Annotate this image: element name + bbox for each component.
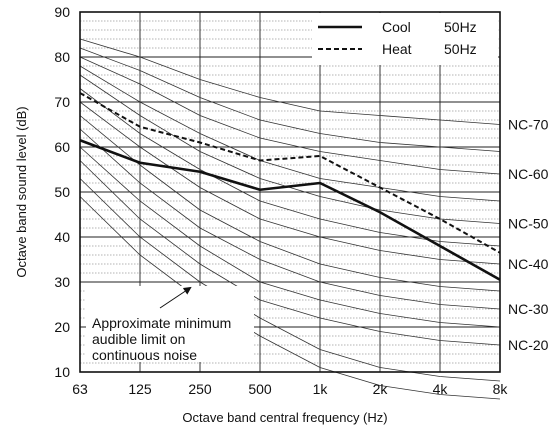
annotation-arrow — [159, 286, 192, 309]
legend-cool-suffix: 50Hz — [444, 19, 477, 35]
nc-label: NC-70 — [508, 117, 549, 133]
annotation-line-1: Approximate minimum — [92, 315, 231, 331]
nc-label: NC-30 — [508, 301, 549, 317]
nc-curve — [79, 56, 501, 175]
nc-curve — [79, 38, 501, 125]
legend-heat-suffix: 50Hz — [444, 41, 477, 57]
audible-limit-annotation: Approximate minimum audible limit on con… — [86, 286, 254, 363]
y-tick-labels: 10 20 30 40 50 60 70 80 90 — [54, 4, 70, 380]
nc-label: NC-20 — [508, 337, 549, 353]
annotation-box — [86, 286, 254, 362]
x-tick-label: 8k — [493, 381, 509, 397]
nc-label: NC-50 — [508, 216, 549, 232]
y-tick-label: 30 — [54, 274, 70, 290]
legend: Cool 50Hz Heat 50Hz — [312, 13, 498, 65]
series-line-cool — [79, 139, 501, 281]
legend-box — [312, 13, 498, 65]
legend-cool-label: Cool — [382, 19, 411, 35]
y-tick-label: 80 — [54, 49, 70, 65]
y-tick-label: 70 — [54, 94, 70, 110]
nc-curve — [79, 65, 501, 202]
y-tick-label: 50 — [54, 184, 70, 200]
y-tick-label: 40 — [54, 229, 70, 245]
nc-curve — [79, 115, 501, 292]
y-axis-label: Octave band sound level (dB) — [14, 106, 29, 277]
y-tick-label: 60 — [54, 139, 70, 155]
nc-label: NC-40 — [508, 256, 549, 272]
nc-curve-labels: NC-20 NC-30 NC-40 NC-50 NC-60 NC-70 — [508, 117, 549, 354]
x-tick-label: 2k — [373, 381, 389, 397]
x-tick-labels: 63 125 250 500 1k 2k 4k 8k — [72, 381, 508, 397]
annotation-line-3: continuous noise — [92, 347, 197, 363]
nc-curve — [79, 178, 501, 382]
legend-heat-label: Heat — [382, 41, 412, 57]
x-axis-label: Octave band central frequency (Hz) — [182, 410, 387, 425]
annotation-line-2: audible limit on — [92, 331, 185, 347]
y-tick-label: 90 — [54, 4, 70, 20]
nc-curve — [79, 160, 501, 346]
series-line-heat — [79, 92, 501, 254]
x-tick-label: 125 — [128, 381, 152, 397]
y-tick-label: 10 — [54, 364, 70, 380]
x-tick-label: 4k — [433, 381, 449, 397]
data-series — [79, 92, 501, 281]
plot-frame — [79, 11, 501, 373]
nc-curve — [79, 128, 501, 310]
nc-curve — [79, 196, 501, 400]
nc-curve — [79, 101, 501, 265]
y-tick-label: 20 — [54, 319, 70, 335]
x-tick-label: 500 — [248, 381, 272, 397]
x-tick-label: 63 — [72, 381, 88, 397]
nc-curve — [79, 47, 501, 152]
nc-curve — [79, 146, 501, 328]
nc-label: NC-60 — [508, 166, 549, 182]
x-tick-label: 1k — [313, 381, 329, 397]
x-tick-label: 250 — [188, 381, 212, 397]
